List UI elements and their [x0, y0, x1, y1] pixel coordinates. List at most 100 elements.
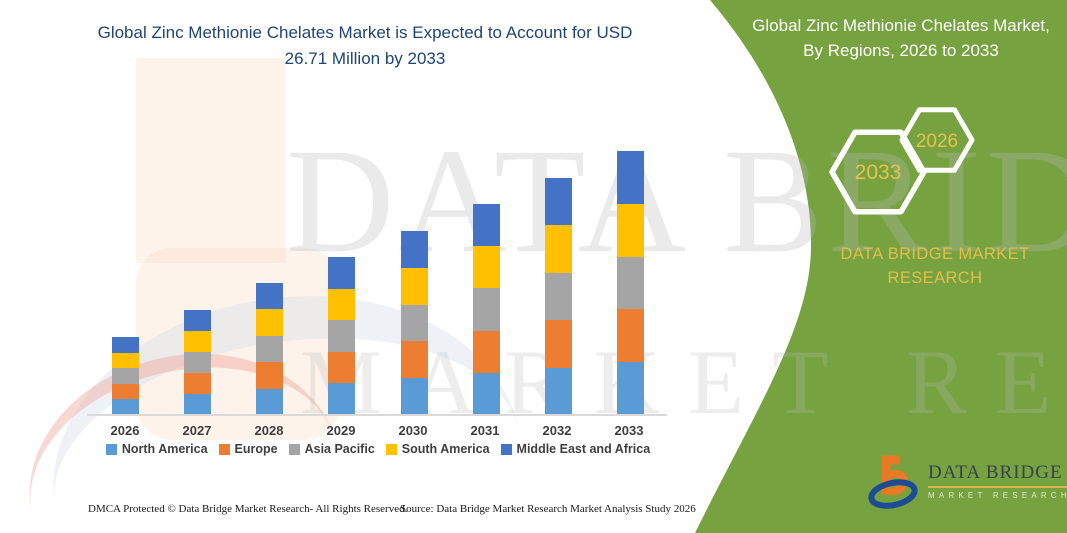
brand-text: DATA BRIDGE MARKET RESEARCH — [840, 245, 1030, 287]
legend-swatch-north-america — [105, 443, 117, 455]
bar-segment-europe — [111, 383, 139, 400]
logo-tagline: MARKET RESEARCH — [928, 491, 1067, 500]
bar-segment-asia-pacific — [472, 288, 500, 331]
bar-column-2029 — [306, 135, 378, 415]
legend-item-north-america: North America — [105, 442, 208, 456]
stacked-bar-2026 — [111, 336, 139, 415]
footer-source-text: Source: Data Bridge Market Research Mark… — [400, 503, 696, 515]
x-axis-label-2033: 2033 — [614, 423, 644, 438]
legend-swatch-asia-pacific — [288, 443, 300, 455]
x-axis-label-2029: 2029 — [326, 423, 356, 438]
page-title: Global Zinc Methionie Chelates Market is… — [97, 23, 633, 68]
bar-column-2032 — [523, 135, 595, 415]
bar-column-2027 — [161, 135, 233, 415]
logo-wordmark: DATA BRIDGE — [928, 462, 1067, 488]
bar-column-2031 — [450, 135, 522, 415]
bar-segment-middle-east-and-africa — [400, 231, 428, 268]
bar-segment-middle-east-and-africa — [328, 256, 356, 289]
legend-item-asia-pacific: Asia Pacific — [288, 442, 375, 456]
bar-segment-middle-east-and-africa — [472, 203, 500, 247]
stacked-bar-2030 — [400, 231, 428, 415]
bar-segment-asia-pacific — [545, 272, 573, 321]
bar-segment-north-america — [111, 399, 139, 415]
legend-label-south-america: South America — [401, 442, 490, 456]
bar-segment-asia-pacific — [111, 368, 139, 384]
bar-segment-europe — [545, 320, 573, 368]
data-bridge-logo: DATA BRIDGE MARKET RESEARCH — [866, 452, 1067, 510]
bar-column-2028 — [234, 135, 306, 415]
hexagon-2026-shape — [899, 107, 975, 173]
bar-segment-north-america — [328, 383, 356, 415]
legend-swatch-europe — [218, 443, 230, 455]
bar-column-2026 — [89, 135, 161, 415]
bar-column-2030 — [378, 135, 450, 415]
bar-segment-south-america — [111, 352, 139, 369]
bar-segment-north-america — [472, 372, 500, 415]
bar-segment-asia-pacific — [256, 335, 284, 363]
legend-swatch-middle-east-and-africa — [500, 443, 512, 455]
x-axis-label-2027: 2027 — [182, 423, 212, 438]
logo-text: DATA BRIDGE MARKET RESEARCH — [928, 462, 1067, 500]
stacked-bar-2027 — [183, 310, 211, 415]
bar-segment-asia-pacific — [400, 304, 428, 342]
logo-d-swoosh — [868, 479, 918, 509]
bar-segment-europe — [472, 330, 500, 373]
bar-segment-south-america — [400, 267, 428, 305]
bar-segment-europe — [328, 351, 356, 384]
x-axis-label-2030: 2030 — [398, 423, 428, 438]
bar-segment-middle-east-and-africa — [256, 283, 284, 310]
footer-dmca-text: DMCA Protected © Data Bridge Market Rese… — [88, 503, 408, 515]
x-axis-labels: 2026 2027 2028 2029 2030 2031 2032 2033 — [89, 423, 667, 438]
legend-label-middle-east-and-africa: Middle East and Africa — [516, 442, 651, 456]
bar-segment-south-america — [183, 331, 211, 353]
bar-segment-middle-east-and-africa — [545, 177, 573, 226]
bar-segment-north-america — [183, 394, 211, 415]
bar-segment-middle-east-and-africa — [617, 151, 645, 204]
plot-area — [89, 135, 667, 415]
x-axis-label-2032: 2032 — [542, 423, 572, 438]
legend-item-middle-east-and-africa: Middle East and Africa — [500, 442, 651, 456]
bar-segment-europe — [183, 373, 211, 395]
bar-segment-asia-pacific — [328, 320, 356, 352]
bar-column-2033 — [595, 135, 667, 415]
chart-legend: North America Europe Asia Pacific South Ame… — [78, 442, 678, 456]
stacked-bar-2028 — [256, 283, 284, 415]
legend-item-europe: Europe — [218, 442, 278, 456]
bar-segment-north-america — [617, 362, 645, 415]
x-axis-label-2026: 2026 — [110, 423, 140, 438]
stacked-bar-2031 — [472, 203, 500, 415]
bar-segment-middle-east-and-africa — [183, 310, 211, 332]
bar-segment-north-america — [400, 378, 428, 415]
bar-segment-europe — [617, 309, 645, 363]
bar-segment-middle-east-and-africa — [111, 336, 139, 353]
data-bridge-logo-icon — [868, 455, 918, 509]
x-axis-line — [87, 414, 667, 416]
hexagon-2033-shape — [829, 129, 927, 215]
bar-segment-south-america — [328, 288, 356, 321]
x-axis-label-2031: 2031 — [470, 423, 500, 438]
bar-segment-south-america — [472, 246, 500, 289]
hexagon-2033-label: 2033 — [855, 161, 902, 184]
bar-segment-asia-pacific — [183, 352, 211, 374]
bar-segment-south-america — [256, 309, 284, 336]
hexagon-2026-label: 2026 — [916, 131, 958, 152]
stacked-bar-2032 — [545, 177, 573, 415]
bar-segment-north-america — [256, 388, 284, 415]
bar-segment-south-america — [545, 225, 573, 273]
bar-segment-europe — [400, 341, 428, 379]
bar-segment-south-america — [617, 203, 645, 257]
green-panel-shape — [695, 0, 1067, 533]
legend-swatch-south-america — [385, 443, 397, 455]
bar-segment-north-america — [545, 367, 573, 415]
stacked-bar-2029 — [328, 256, 356, 415]
bar-segment-europe — [256, 362, 284, 389]
x-axis-label-2028: 2028 — [254, 423, 284, 438]
stacked-bar-2033 — [617, 151, 645, 415]
right-panel-title: Global Zinc Methionie Chelates Market, B… — [752, 16, 1050, 60]
legend-label-europe: Europe — [234, 442, 278, 456]
legend-label-asia-pacific: Asia Pacific — [304, 442, 375, 456]
legend-label-north-america: North America — [121, 442, 208, 456]
bar-segment-asia-pacific — [617, 256, 645, 310]
